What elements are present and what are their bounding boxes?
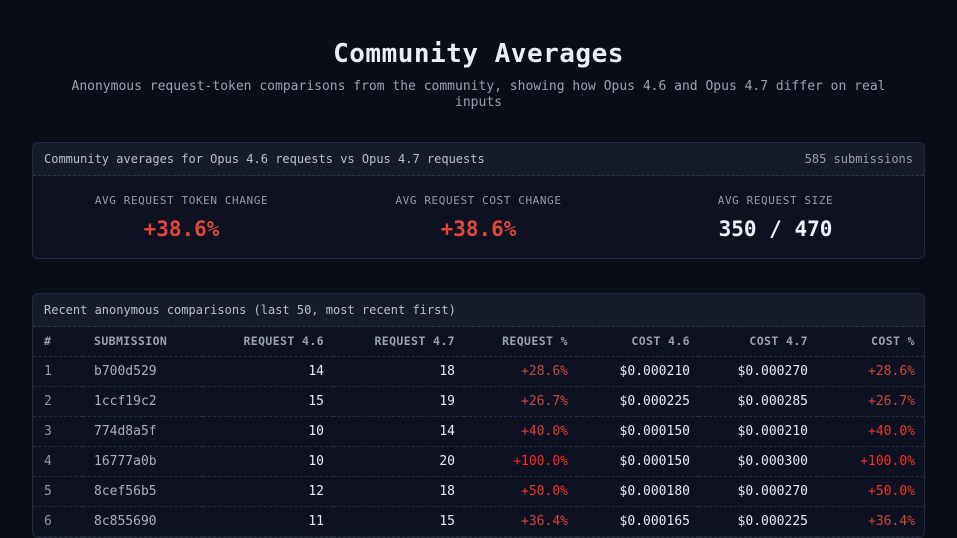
stat-request-size-value: 350 / 470 — [718, 217, 833, 241]
cost-46-value: $0.000165 — [577, 506, 699, 537]
comparisons-card-title: Recent anonymous comparisons (last 50, m… — [44, 303, 456, 317]
request-46-value: 14 — [203, 356, 333, 387]
cost-47-value: $0.000300 — [699, 446, 817, 477]
table-row: 5 8cef56b5 12 18 +50.0% $0.000180 $0.000… — [33, 476, 924, 507]
stat-cost-change-label: AVG REQUEST COST CHANGE — [395, 194, 562, 207]
submission-hash: 16777a0b — [83, 446, 203, 477]
stat-request-size-label: AVG REQUEST SIZE — [717, 194, 834, 207]
row-index: 6 — [33, 506, 83, 537]
request-pct-value: +100.0% — [464, 446, 577, 477]
cost-46-value: $0.000180 — [577, 476, 699, 507]
cost-pct-value: +40.0% — [817, 416, 924, 447]
request-pct-value: +28.6% — [464, 356, 577, 387]
request-47-value: 20 — [333, 446, 464, 477]
cost-46-value: $0.000150 — [577, 416, 699, 447]
cost-47-value: $0.000210 — [699, 416, 817, 447]
submission-hash: 1ccf19c2 — [83, 386, 203, 417]
submission-hash: 774d8a5f — [83, 416, 203, 447]
row-index: 5 — [33, 476, 83, 507]
stat-token-change-value: +38.6% — [143, 217, 220, 241]
summary-card-header: Community averages for Opus 4.6 requests… — [33, 143, 924, 176]
table-row: 2 1ccf19c2 15 19 +26.7% $0.000225 $0.000… — [33, 386, 924, 417]
request-pct-value: +40.0% — [464, 416, 577, 447]
col-header-request-47: REQUEST 4.7 — [333, 327, 464, 357]
cost-47-value: $0.000225 — [699, 506, 817, 537]
request-47-value: 15 — [333, 506, 464, 537]
request-47-value: 18 — [333, 476, 464, 507]
stat-cost-change: AVG REQUEST COST CHANGE +38.6% — [330, 194, 627, 242]
comparisons-table-body: 1 b700d529 14 18 +28.6% $0.000210 $0.000… — [33, 356, 924, 537]
cost-46-value: $0.000150 — [577, 446, 699, 477]
cost-pct-value: +26.7% — [817, 386, 924, 417]
submission-hash: b700d529 — [83, 356, 203, 387]
cost-46-value: $0.000210 — [577, 356, 699, 387]
request-pct-value: +36.4% — [464, 506, 577, 537]
summary-card: Community averages for Opus 4.6 requests… — [32, 142, 925, 259]
col-header-cost-pct: COST % — [817, 327, 924, 357]
request-46-value: 10 — [203, 446, 333, 477]
stat-cost-change-value: +38.6% — [440, 217, 517, 241]
request-47-value: 19 — [333, 386, 464, 417]
stat-token-change: AVG REQUEST TOKEN CHANGE +38.6% — [33, 194, 330, 242]
page-subtitle: Anonymous request-token comparisons from… — [71, 79, 886, 110]
comparisons-card: Recent anonymous comparisons (last 50, m… — [32, 293, 925, 538]
comparisons-card-header: Recent anonymous comparisons (last 50, m… — [33, 294, 924, 327]
row-index: 2 — [33, 386, 83, 417]
cost-pct-value: +50.0% — [817, 476, 924, 507]
col-header-request-pct: REQUEST % — [464, 327, 577, 357]
cost-47-value: $0.000285 — [699, 386, 817, 417]
request-46-value: 15 — [203, 386, 333, 417]
request-pct-value: +50.0% — [464, 476, 577, 507]
col-header-submission: SUBMISSION — [83, 327, 203, 357]
summary-card-title: Community averages for Opus 4.6 requests… — [44, 152, 485, 166]
stat-request-size: AVG REQUEST SIZE 350 / 470 — [627, 194, 924, 242]
submissions-count: 585 submissions — [804, 152, 913, 166]
cost-pct-value: +28.6% — [817, 356, 924, 387]
cost-46-value: $0.000225 — [577, 386, 699, 417]
request-47-value: 14 — [333, 416, 464, 447]
cost-47-value: $0.000270 — [699, 356, 817, 387]
col-header-cost-46: COST 4.6 — [577, 327, 699, 357]
row-index: 1 — [33, 356, 83, 387]
stat-token-change-label: AVG REQUEST TOKEN CHANGE — [94, 194, 269, 207]
page-title: Community Averages — [333, 39, 624, 69]
row-index: 4 — [33, 446, 83, 477]
cost-47-value: $0.000270 — [699, 476, 817, 507]
request-46-value: 12 — [203, 476, 333, 507]
cost-pct-value: +36.4% — [817, 506, 924, 537]
table-row: 3 774d8a5f 10 14 +40.0% $0.000150 $0.000… — [33, 416, 924, 447]
col-header-request-46: REQUEST 4.6 — [203, 327, 333, 357]
table-row: 6 8c855690 11 15 +36.4% $0.000165 $0.000… — [33, 506, 924, 537]
col-header-cost-47: COST 4.7 — [699, 327, 817, 357]
cost-pct-value: +100.0% — [817, 446, 924, 477]
request-46-value: 10 — [203, 416, 333, 447]
summary-stats: AVG REQUEST TOKEN CHANGE +38.6% AVG REQU… — [33, 176, 924, 258]
comparisons-table: # SUBMISSION REQUEST 4.6 REQUEST 4.7 REQ… — [33, 327, 924, 537]
row-index: 3 — [33, 416, 83, 447]
request-pct-value: +26.7% — [464, 386, 577, 417]
submission-hash: 8c855690 — [83, 506, 203, 537]
request-46-value: 11 — [203, 506, 333, 537]
table-row: 4 16777a0b 10 20 +100.0% $0.000150 $0.00… — [33, 446, 924, 477]
table-header-row: # SUBMISSION REQUEST 4.6 REQUEST 4.7 REQ… — [33, 327, 924, 357]
table-row: 1 b700d529 14 18 +28.6% $0.000210 $0.000… — [33, 356, 924, 387]
col-header-index: # — [33, 327, 83, 357]
submission-hash: 8cef56b5 — [83, 476, 203, 507]
page-header: Community Averages Anonymous request-tok… — [0, 0, 957, 111]
request-47-value: 18 — [333, 356, 464, 387]
